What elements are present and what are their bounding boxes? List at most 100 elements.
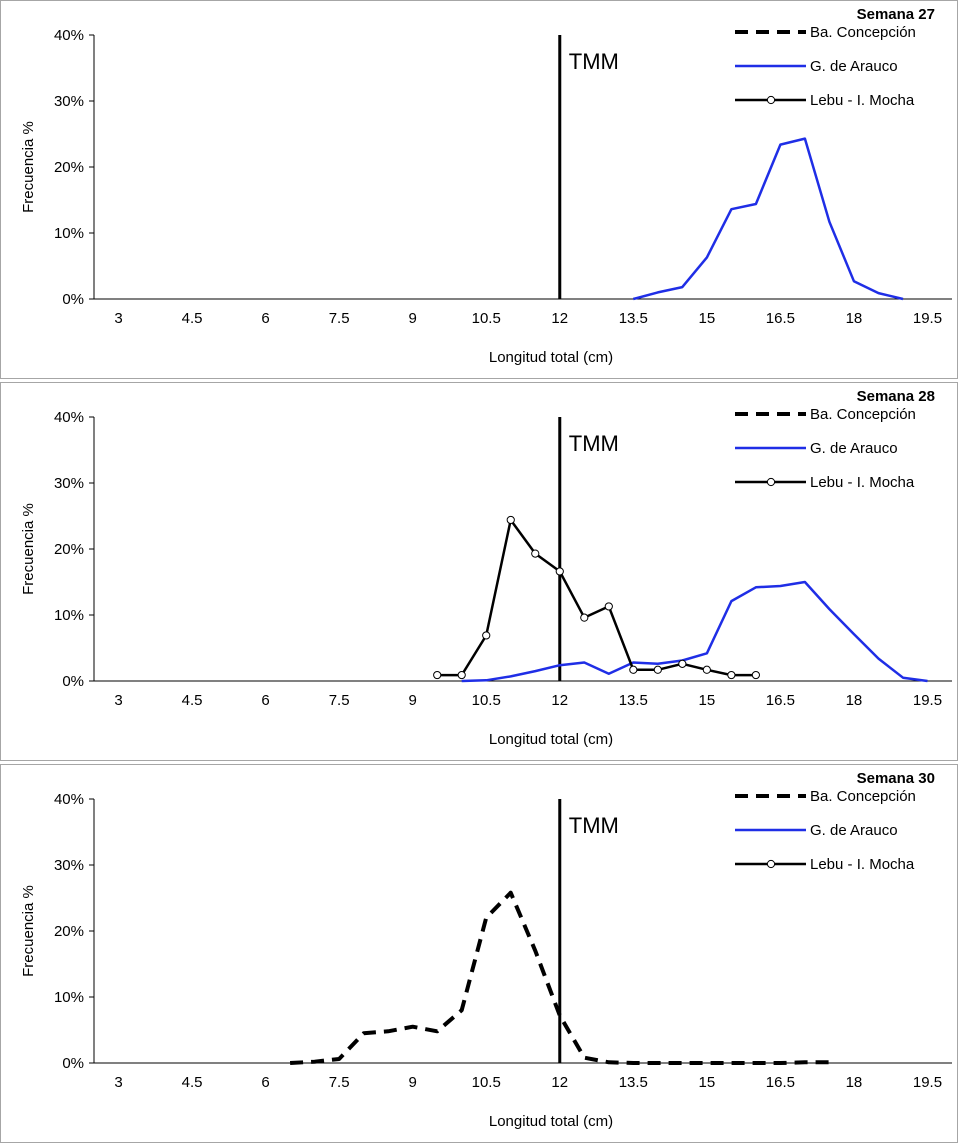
x-tick-label: 13.5 [619,692,648,709]
chart-frame [0,382,958,761]
x-tick-label: 18 [846,692,863,709]
x-axis-title: Longitud total (cm) [489,349,613,366]
x-axis-title: Longitud total (cm) [489,1113,613,1130]
chart-panel-week-27: 0% 10% 20% 30% 40% 3 4.5 6 7.5 9 10.5 12 13.5 15 16.5 1… [0,0,958,379]
chart-panel-week-28: 0% 10% 20% 30% 40% 3 4.5 6 7.5 9 10.5 12 13.5 15 16.5 1… [0,382,958,761]
data-point-lebu-i-mocha [702,665,711,674]
data-point-lebu-i-mocha [751,670,760,680]
x-tick-label: 3 [114,1074,122,1091]
chart-frame [0,0,958,379]
y-tick-label: 30% [54,857,84,874]
y-tick-label: 20% [54,541,84,558]
week-label: Semana 27 [857,6,935,23]
tmm-label: TMM [569,813,619,838]
data-point-lebu-i-mocha [604,602,613,611]
x-tick-label: 19.5 [913,692,942,709]
y-tick-label: 40% [54,409,84,426]
y-tick-label: 10% [54,607,84,624]
y-tick-label: 20% [54,159,84,176]
x-tick-label: 15 [699,692,716,709]
week-label: Semana 28 [857,388,935,405]
x-tick-label: 3 [114,310,122,327]
x-tick-label: 16.5 [766,310,795,327]
chart-svg-week-27: 0% 10% 20% 30% 40% 3 4.5 6 7.5 9 10.5 12 13.5 15 16.5 1… [0,0,958,379]
data-point-lebu-i-mocha [457,670,466,680]
x-tick-label: 10.5 [472,310,501,327]
series-line-g-de-arauco [632,137,904,301]
x-axis-title: Longitud total (cm) [489,731,613,748]
x-tick-label: 7.5 [329,1074,350,1091]
data-point-lebu-i-mocha [727,670,736,680]
legend-marker [766,859,776,869]
series-line-lebu-i-mocha [437,518,756,677]
x-tick-label: 10.5 [472,1074,501,1091]
x-tick-label: 10.5 [472,692,501,709]
x-tick-label: 16.5 [766,692,795,709]
x-tick-label: 13.5 [619,310,648,327]
data-point-lebu-i-mocha [555,567,564,576]
y-tick-label: 10% [54,989,84,1006]
data-point-lebu-i-mocha [580,613,589,622]
y-tick-label: 30% [54,93,84,110]
x-tick-label: 12 [551,1074,568,1091]
data-point-lebu-i-mocha [506,515,515,525]
legend-label-ba-concepcion: Ba. Concepción [810,24,916,41]
chart-frame [0,764,958,1143]
legend-label-g-de-arauco: G. de Arauco [810,58,898,75]
legend-marker [766,477,776,487]
x-tick-label: 7.5 [329,310,350,327]
legend-label-g-de-arauco: G. de Arauco [810,822,898,839]
x-tick-label: 12 [551,692,568,709]
legend-label-lebu-i-mocha: Lebu - I. Mocha [810,92,915,109]
data-point-lebu-i-mocha [531,549,540,558]
series-line-g-de-arauco [461,580,928,683]
y-tick-label: 30% [54,475,84,492]
x-tick-label: 13.5 [619,1074,648,1091]
legend-label-lebu-i-mocha: Lebu - I. Mocha [810,474,915,491]
x-tick-label: 16.5 [766,1074,795,1091]
x-tick-label: 3 [114,692,122,709]
y-tick-label: 40% [54,27,84,44]
x-tick-label: 18 [846,310,863,327]
x-tick-label: 19.5 [913,1074,942,1091]
y-axis-title: Frecuencia % [20,885,37,977]
x-tick-label: 4.5 [182,1074,203,1091]
x-tick-label: 19.5 [913,310,942,327]
legend-label-g-de-arauco: G. de Arauco [810,440,898,457]
y-tick-label: 0% [62,673,84,690]
data-point-lebu-i-mocha [433,670,442,680]
data-point-lebu-i-mocha [629,665,638,674]
legend-label-ba-concepcion: Ba. Concepción [810,788,916,805]
legend-label-ba-concepcion: Ba. Concepción [810,406,916,423]
series-line-ba-concepcion [289,890,830,1065]
y-tick-label: 10% [54,225,84,242]
y-tick-label: 40% [54,791,84,808]
y-tick-label: 20% [54,923,84,940]
x-tick-label: 7.5 [329,692,350,709]
legend-marker [766,95,776,105]
x-tick-label: 18 [846,1074,863,1091]
chart-panel-week-30: 0% 10% 20% 30% 40% 3 4.5 6 7.5 9 10.5 12 13.5 15 16.5 1… [0,764,958,1143]
x-tick-label: 6 [261,692,269,709]
chart-svg-week-28: 0% 10% 20% 30% 40% 3 4.5 6 7.5 9 10.5 12 13.5 15 16.5 1… [0,382,958,761]
y-axis-title: Frecuencia % [20,121,37,213]
y-axis-title: Frecuencia % [20,503,37,595]
x-tick-label: 15 [699,1074,716,1091]
tmm-label: TMM [569,49,619,74]
data-point-lebu-i-mocha [653,665,662,674]
data-point-lebu-i-mocha [678,659,687,668]
x-tick-label: 6 [261,310,269,327]
tmm-label: TMM [569,431,619,456]
x-tick-label: 9 [409,310,417,327]
x-tick-label: 12 [551,310,568,327]
x-tick-label: 9 [409,1074,417,1091]
x-tick-label: 6 [261,1074,269,1091]
x-tick-label: 9 [409,692,417,709]
x-tick-label: 4.5 [182,310,203,327]
y-tick-label: 0% [62,1055,84,1072]
x-tick-label: 15 [699,310,716,327]
y-tick-label: 0% [62,291,84,308]
x-tick-label: 4.5 [182,692,203,709]
legend-label-lebu-i-mocha: Lebu - I. Mocha [810,856,915,873]
chart-svg-week-30: 0% 10% 20% 30% 40% 3 4.5 6 7.5 9 10.5 12 13.5 15 16.5 1… [0,764,958,1143]
